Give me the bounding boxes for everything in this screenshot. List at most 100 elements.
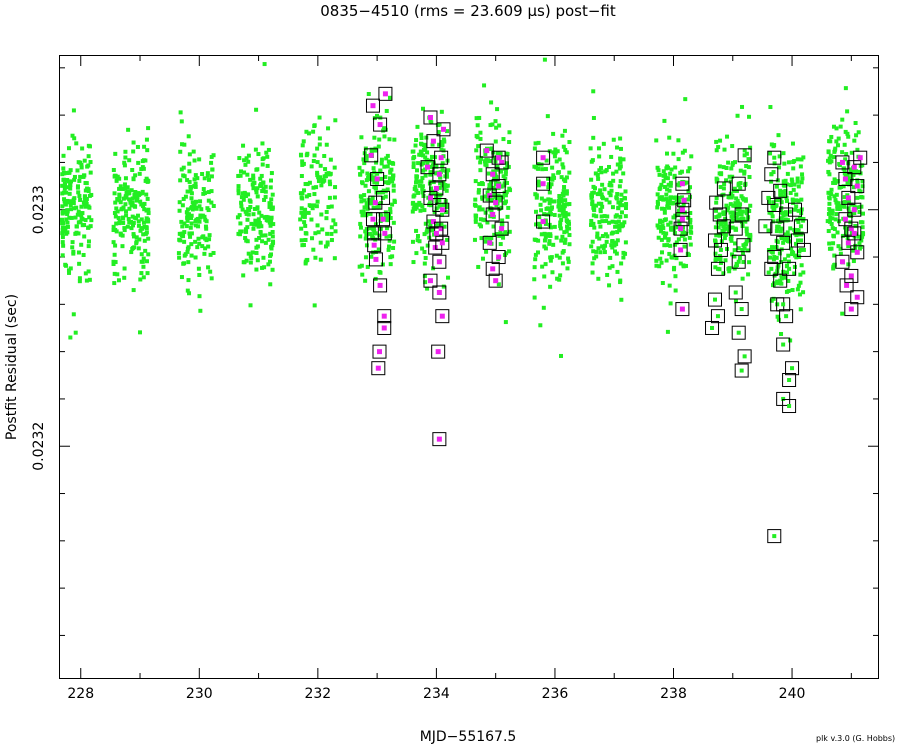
residual-point — [256, 217, 261, 222]
residual-point — [61, 243, 66, 248]
residual-point — [493, 178, 498, 183]
residual-point — [556, 204, 561, 209]
residual-point — [199, 207, 204, 212]
residual-point — [609, 231, 614, 236]
residual-point — [664, 258, 669, 263]
residual-point — [832, 148, 837, 153]
residual-point — [795, 287, 800, 292]
residual-point — [665, 243, 670, 248]
boxed-residual-point — [714, 200, 719, 205]
residual-point — [781, 269, 786, 274]
residual-point — [498, 198, 503, 203]
residual-point — [721, 271, 726, 276]
residual-point — [429, 154, 434, 159]
selection-box — [716, 181, 731, 196]
residual-point — [141, 232, 146, 237]
residual-point — [617, 184, 622, 189]
selection-box — [371, 361, 386, 376]
residual-point — [260, 141, 265, 146]
residual-point — [249, 221, 254, 226]
residual-point — [737, 255, 742, 260]
selection-box — [793, 219, 808, 234]
residual-point — [140, 159, 145, 164]
residual-point — [83, 204, 88, 209]
residual-point — [826, 229, 831, 234]
residual-point — [111, 167, 116, 172]
residual-point — [189, 185, 194, 190]
residual-point — [178, 178, 183, 183]
residual-point — [181, 165, 186, 170]
residual-point — [383, 127, 388, 132]
residual-point — [495, 167, 500, 172]
residual-point — [591, 213, 596, 218]
residual-point — [832, 262, 837, 267]
residual-point — [795, 157, 800, 162]
residual-point — [557, 197, 562, 202]
residual-point — [83, 218, 88, 223]
residual-point — [358, 221, 363, 226]
residual-point — [373, 186, 378, 191]
residual-point — [261, 180, 266, 185]
residual-point — [304, 129, 309, 134]
residual-point — [255, 194, 260, 199]
selection-box — [365, 98, 380, 113]
residual-point — [414, 177, 419, 182]
residual-point — [439, 140, 444, 145]
residual-point — [270, 192, 275, 197]
residual-point — [411, 161, 416, 166]
selection-box — [850, 290, 865, 305]
residual-point — [677, 219, 682, 224]
residual-point — [387, 160, 392, 165]
selection-box — [435, 235, 450, 250]
residual-point — [372, 135, 377, 140]
residual-point — [604, 168, 609, 173]
boxed-residual-point — [739, 212, 744, 217]
residual-point — [718, 260, 723, 265]
residual-point — [476, 190, 481, 195]
residual-point — [483, 152, 488, 157]
residual-point — [303, 211, 308, 216]
residual-point — [609, 154, 614, 159]
highlighted-residual-point — [678, 247, 684, 253]
selection-box — [429, 226, 444, 241]
residual-point — [182, 253, 187, 258]
residual-point — [114, 229, 119, 234]
residual-point — [858, 220, 863, 225]
highlighted-residual-point — [435, 349, 441, 355]
selection-box — [728, 285, 743, 300]
residual-point — [129, 250, 134, 255]
residual-point — [484, 163, 489, 168]
residual-point — [473, 197, 478, 202]
residual-point — [599, 201, 604, 206]
residual-point — [589, 218, 594, 223]
residual-point — [414, 174, 419, 179]
selection-box — [839, 278, 854, 293]
residual-point — [779, 331, 784, 336]
residual-point — [74, 141, 79, 146]
highlighted-residual-point — [845, 240, 851, 246]
residual-point — [842, 195, 847, 200]
residual-point — [76, 231, 81, 236]
residual-point — [425, 243, 430, 248]
residual-point — [304, 194, 309, 199]
residual-point — [542, 274, 547, 279]
residual-point — [322, 154, 327, 159]
residual-point — [425, 161, 430, 166]
residual-point — [683, 97, 688, 102]
residual-point — [203, 246, 208, 251]
residual-point — [566, 212, 571, 217]
residual-point — [422, 208, 427, 213]
residual-point — [385, 153, 390, 158]
selection-box — [485, 261, 500, 276]
residual-point — [300, 243, 305, 248]
residual-point — [774, 229, 779, 234]
residual-point — [385, 226, 390, 231]
residual-point — [536, 181, 541, 186]
chart-title: 0835−4510 (rms = 23.609 μs) post−fit — [320, 2, 616, 20]
residual-point — [550, 270, 555, 275]
selection-box — [734, 363, 749, 378]
residual-point — [507, 140, 512, 145]
residual-point — [507, 229, 512, 234]
residual-point — [70, 240, 75, 245]
residual-point — [137, 171, 142, 176]
